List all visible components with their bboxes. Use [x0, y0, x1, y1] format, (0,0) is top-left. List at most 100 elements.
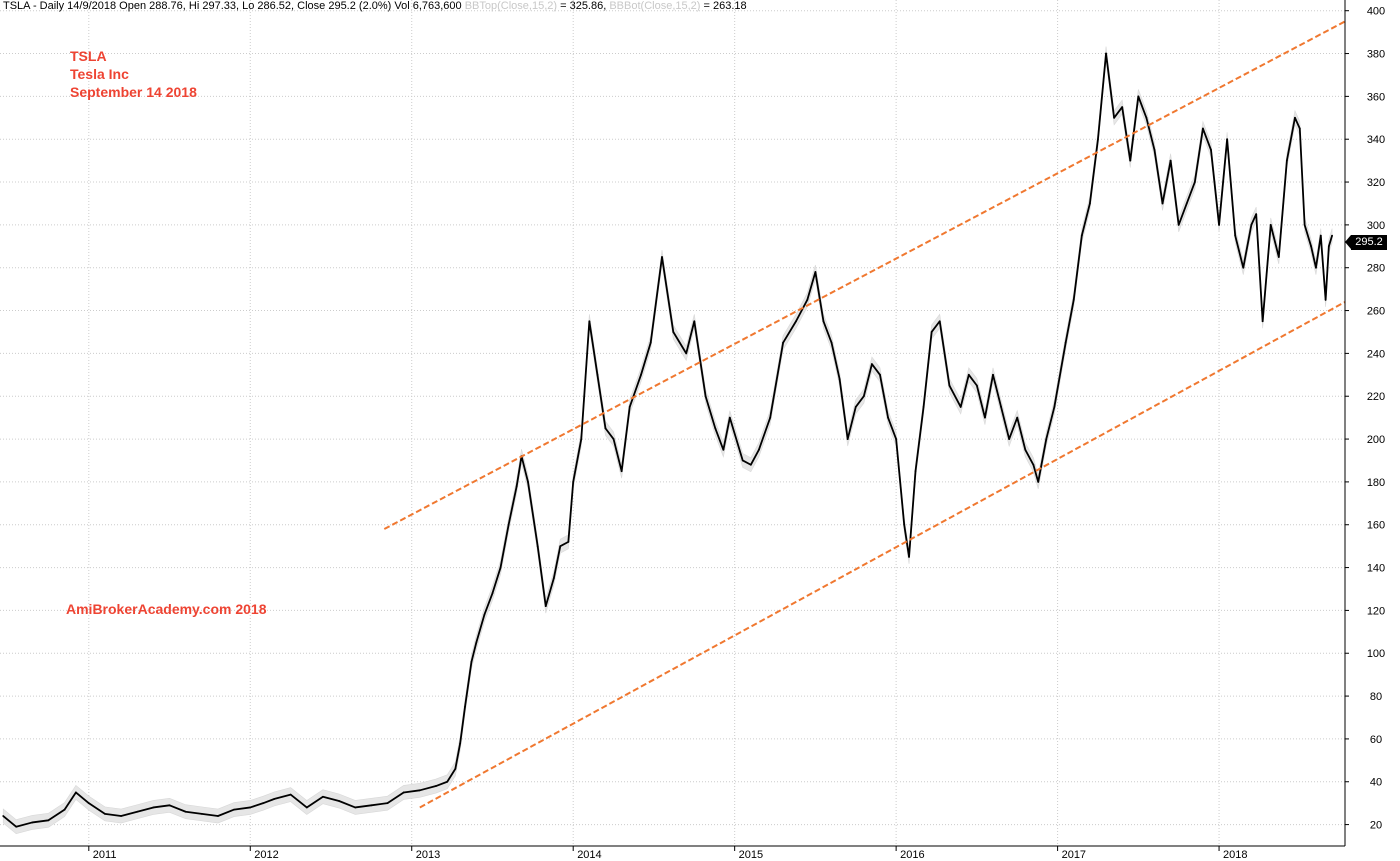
price-point: [567, 540, 570, 543]
x-axis-ticks: 2011 2012 2013 2014 2015 2016 2017 2018: [88, 846, 1248, 861]
price-point: [1064, 341, 1067, 344]
price-point: [1113, 116, 1116, 119]
price-point: [795, 320, 797, 323]
price-point: [1045, 438, 1048, 440]
date-note: September 14 2018: [70, 84, 197, 100]
bollinger-band: [2, 46, 1333, 835]
price-point: [649, 341, 652, 344]
price-point: [661, 256, 663, 258]
price-point: [1137, 95, 1140, 98]
chart-header: TSLA - Daily 14/9/2018 Open 288.76, Hi 2…: [3, 0, 747, 12]
price-point: [1202, 127, 1204, 130]
bollinger-band-area: [2, 46, 1333, 835]
price-point: [757, 448, 760, 451]
price-point: [572, 480, 575, 483]
price-point: [87, 802, 90, 805]
price-point: [1145, 116, 1148, 119]
company-note: Tesla Inc: [70, 66, 129, 82]
price-point: [967, 373, 970, 376]
price-point: [704, 395, 707, 398]
price-point: [464, 705, 466, 708]
price-point: [984, 416, 986, 419]
price-point: [1024, 448, 1027, 451]
price-point: [640, 373, 642, 376]
price-series: [2, 52, 1333, 828]
price-point: [1242, 266, 1245, 269]
price-point: [120, 815, 122, 817]
price-point: [1193, 181, 1196, 183]
price-point: [1161, 202, 1164, 205]
bbbot-label: BBBot(Close,15,2): [609, 0, 701, 12]
y-tick-label: 260: [1367, 306, 1385, 318]
y-tick-label: 120: [1367, 605, 1385, 617]
y-tick-label: 340: [1367, 134, 1385, 146]
y-tick-label: 400: [1367, 6, 1385, 18]
price-point: [1250, 223, 1253, 226]
price-point: [1053, 406, 1056, 408]
y-tick-label: 200: [1367, 434, 1385, 446]
price-point: [838, 378, 841, 380]
y-tick-label: 280: [1367, 263, 1385, 275]
price-point: [168, 804, 171, 807]
price-point: [914, 470, 917, 473]
price-point: [1303, 223, 1306, 226]
header-main: TSLA - Daily 14/9/2018 Open 288.76, Hi 2…: [3, 0, 462, 12]
y-tick-label: 320: [1367, 177, 1385, 189]
y-tick-label: 300: [1367, 220, 1385, 232]
price-point: [499, 566, 502, 569]
y-tick-label: 180: [1367, 477, 1385, 489]
x-tick-label: 2011: [93, 849, 117, 861]
price-point: [903, 523, 906, 526]
price-point: [830, 341, 833, 344]
price-point: [769, 416, 772, 419]
price-point: [152, 806, 155, 809]
price-point: [1016, 416, 1019, 419]
price-point: [1185, 202, 1188, 205]
ticker-note: TSLA: [70, 48, 107, 64]
price-point: [1234, 234, 1237, 237]
price-point: [104, 812, 106, 815]
price-point: [1008, 438, 1011, 440]
price-point: [1097, 138, 1099, 141]
x-tick-label: 2014: [577, 849, 601, 861]
price-point: [1324, 298, 1327, 301]
price-point: [1129, 159, 1132, 162]
price-point: [620, 470, 623, 473]
price-point: [741, 459, 744, 462]
price-point: [1255, 213, 1258, 216]
bbbot-value: = 263.18: [700, 0, 747, 12]
price-point: [1310, 245, 1312, 248]
price-point: [386, 802, 389, 805]
price-point: [136, 810, 139, 813]
price-point: [722, 448, 725, 451]
price-point: [233, 808, 236, 811]
price-point: [402, 791, 405, 794]
price-point: [922, 406, 925, 408]
price-point: [47, 819, 50, 822]
price-point: [74, 791, 77, 794]
price-point: [628, 406, 631, 408]
price-point: [1285, 159, 1288, 162]
price-point: [871, 363, 873, 366]
y-tick-label: 60: [1370, 734, 1382, 746]
x-tick-label: 2018: [1223, 849, 1247, 861]
price-point: [806, 298, 809, 301]
bbtop-label: BBTop(Close,15,2): [464, 0, 558, 12]
y-tick-label: 160: [1367, 520, 1385, 532]
price-point: [879, 373, 881, 376]
plot-area: [0, 0, 1345, 843]
price-point: [552, 577, 555, 580]
upper-trendline: [383, 20, 1346, 530]
price-point: [596, 373, 599, 376]
last-price-badge: 295.2: [1345, 235, 1387, 250]
price-point: [588, 320, 591, 323]
price-point: [612, 438, 615, 440]
price-point: [975, 384, 978, 387]
price-point: [544, 605, 547, 608]
price-point: [338, 800, 340, 802]
y-tick-label: 100: [1367, 648, 1385, 660]
price-point: [580, 438, 583, 440]
price-point: [273, 797, 276, 800]
price-point: [15, 825, 18, 828]
